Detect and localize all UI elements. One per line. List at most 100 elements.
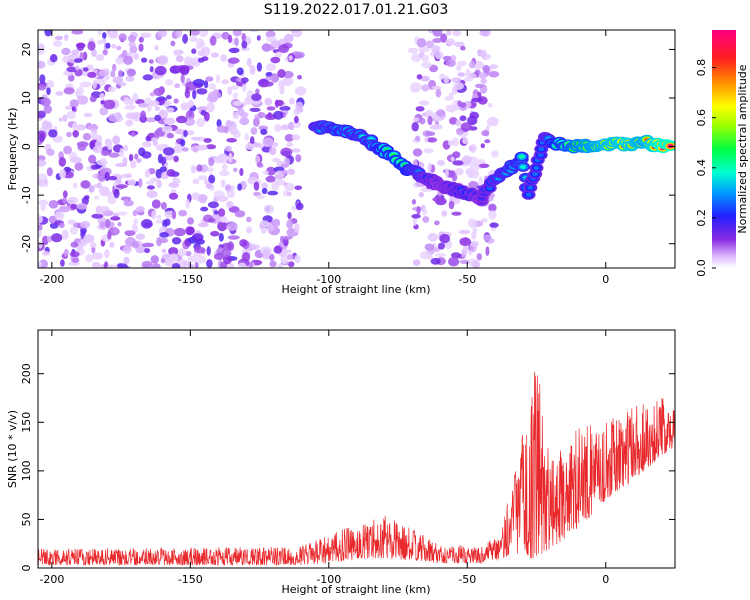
snr-line: [38, 371, 675, 566]
noise-blob: [74, 58, 83, 63]
noise-blob: [65, 105, 72, 110]
noise-blob: [66, 66, 78, 73]
noise-blob: [121, 49, 128, 59]
noise-blob: [435, 88, 442, 98]
noise-blob: [467, 169, 474, 179]
noise-blob: [116, 184, 128, 189]
noise-blob: [69, 251, 80, 258]
noise-blob: [462, 137, 468, 145]
noise-blob: [144, 248, 151, 254]
noise-blob: [118, 33, 127, 42]
noise-blob: [227, 86, 233, 95]
noise-blob: [61, 47, 71, 56]
noise-blob: [151, 199, 161, 209]
noise-blob: [412, 259, 421, 266]
noise-blob: [173, 155, 179, 163]
noise-blob: [232, 30, 242, 37]
noise-blob: [239, 111, 249, 118]
noise-blob: [70, 203, 78, 210]
noise-blob: [79, 81, 92, 88]
snr-x-ticks: -200 -150 -100 -50 0: [39, 330, 609, 586]
noise-blob: [142, 242, 155, 248]
noise-blob: [460, 45, 466, 51]
noise-blob: [127, 178, 137, 186]
noise-blob: [43, 105, 53, 114]
noise-blob: [441, 210, 448, 217]
noise-blob: [486, 125, 491, 130]
noise-blob: [163, 117, 176, 126]
noise-blob: [286, 219, 294, 230]
noise-blob: [407, 47, 419, 54]
figure-title: S119.2022.017.01.21.G03: [264, 2, 449, 18]
noise-blob: [471, 97, 483, 103]
noise-blob: [160, 258, 166, 264]
noise-blob: [287, 168, 295, 175]
noise-blob: [48, 129, 58, 138]
noise-blob: [284, 182, 295, 192]
noise-blob: [131, 241, 140, 249]
noise-blob: [208, 83, 217, 90]
noise-blob: [270, 56, 281, 64]
ridge-blob: [538, 147, 545, 152]
noise-blob: [478, 163, 490, 168]
noise-blob: [110, 216, 121, 221]
noise-blob: [175, 55, 184, 63]
noise-blob: [263, 204, 275, 214]
noise-blob: [200, 206, 209, 212]
noise-blob: [266, 223, 275, 232]
noise-blob: [412, 117, 420, 122]
noise-blob: [59, 168, 66, 179]
noise-blob: [168, 192, 179, 200]
noise-blob: [180, 102, 190, 111]
noise-blob: [265, 175, 276, 183]
noise-blob: [487, 102, 493, 108]
noise-blob: [75, 124, 87, 131]
noise-blob: [87, 124, 99, 131]
noise-blob: [171, 146, 184, 154]
noise-blob: [203, 179, 209, 185]
x-tick-label: 0: [602, 273, 609, 286]
noise-blob: [207, 167, 214, 173]
noise-blob: [412, 216, 417, 226]
x-tick-label: 0: [602, 573, 609, 586]
noise-blob: [288, 261, 295, 268]
noise-blob: [481, 130, 490, 137]
noise-blob: [280, 124, 291, 130]
noise-blob: [435, 253, 446, 258]
spectrogram-x-ticks: -200 -150 -100 -50 0: [39, 30, 609, 286]
noise-blob: [415, 135, 421, 142]
noise-blob: [58, 157, 66, 167]
noise-blob: [455, 167, 464, 176]
noise-blob: [265, 63, 276, 72]
noise-blob: [416, 206, 421, 215]
noise-blob: [141, 219, 153, 229]
noise-blob: [96, 182, 102, 189]
noise-blob: [66, 111, 76, 120]
noise-blob: [63, 145, 72, 155]
noise-blob: [445, 59, 456, 67]
noise-blob: [69, 226, 79, 235]
noise-blob: [104, 211, 114, 216]
noise-blob: [194, 261, 199, 268]
noise-blob: [479, 30, 491, 37]
noise-blob: [295, 101, 304, 111]
noise-blob: [218, 170, 230, 176]
noise-blob: [185, 250, 192, 257]
noise-blob: [84, 195, 90, 200]
noise-blob: [451, 137, 459, 147]
noise-blob: [275, 51, 283, 59]
noise-blob: [49, 54, 58, 63]
noise-blob: [107, 231, 112, 240]
noise-blob: [38, 228, 42, 238]
noise-blob: [196, 38, 205, 48]
noise-blob: [122, 245, 132, 254]
noise-blob: [185, 110, 195, 120]
noise-blob: [156, 214, 162, 220]
noise-blob: [478, 72, 488, 79]
noise-blob: [126, 173, 133, 178]
noise-blob: [38, 173, 48, 181]
noise-blob: [273, 110, 284, 120]
noise-blob: [151, 210, 156, 220]
noise-blob: [83, 112, 93, 118]
noise-blob: [128, 34, 136, 43]
